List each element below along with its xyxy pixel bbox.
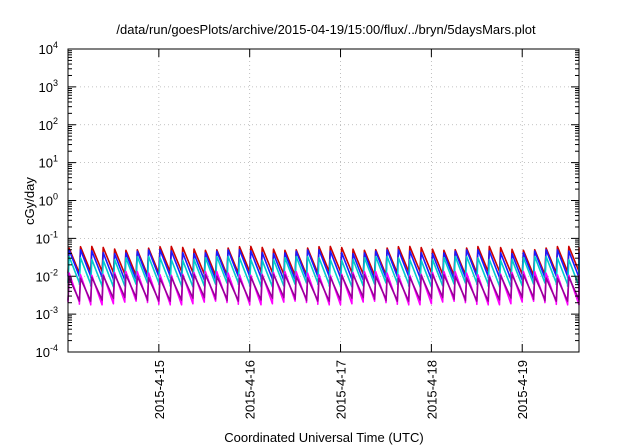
y-tick-label: 104 xyxy=(39,40,58,57)
x-axis: 2015-4-15 2015-4-16 2015-4-17 2015-4-18 2015… xyxy=(152,49,530,419)
y-tick-label: 103 xyxy=(39,78,58,95)
x-tick-label: 2015-4-17 xyxy=(334,360,349,419)
y-tick-label: 10-4 xyxy=(36,343,58,360)
y-axis: 10-4 10-3 10-2 10-1 100 101 102 103 104 xyxy=(36,40,579,360)
y-tick-label: 10-2 xyxy=(36,267,58,284)
y-axis-label: cGy/day xyxy=(22,177,37,225)
x-tick-label: 2015-4-18 xyxy=(424,360,439,419)
x-tick-label: 2015-4-16 xyxy=(243,360,258,419)
x-tick-label: 2015-4-19 xyxy=(515,360,530,419)
grid xyxy=(68,49,579,352)
series-group xyxy=(67,245,580,306)
chart-title: /data/run/goesPlots/archive/2015-04-19/1… xyxy=(116,22,536,37)
y-tick-label: 101 xyxy=(39,154,58,171)
x-axis-label: Coordinated Universal Time (UTC) xyxy=(224,430,423,445)
series-line xyxy=(67,255,580,288)
y-tick-label: 100 xyxy=(39,192,58,209)
y-tick-label: 10-3 xyxy=(36,305,58,322)
x-tick-label: 2015-4-15 xyxy=(152,360,167,419)
y-tick-label: 102 xyxy=(39,116,58,133)
y-tick-label: 10-1 xyxy=(36,229,58,246)
series-line xyxy=(67,273,580,302)
